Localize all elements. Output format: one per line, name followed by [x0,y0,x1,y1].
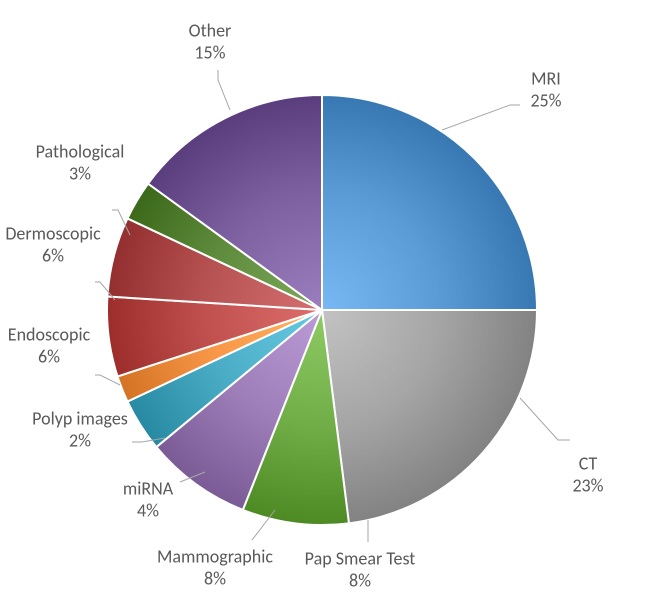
slice-label-name: Polyp images [32,408,128,430]
slice-label-polyp-images: Polyp images2% [32,408,128,451]
slice-label-name: miRNA [123,478,173,500]
slice-label-name: Dermoscopic [5,223,100,245]
slice-label-other: Other15% [189,20,232,63]
leader-line [442,105,520,130]
slice-label-pct: 8% [157,568,273,590]
slice-label-pct: 8% [305,570,416,592]
slice-label-pathological: Pathological3% [36,141,125,184]
slice-label-name: Endoscopic [8,324,90,346]
slice-label-dermoscopic: Dermoscopic6% [5,223,100,266]
slice-label-pct: 23% [572,475,603,497]
slice-label-name: Mammographic [157,546,273,568]
slice-label-pct: 25% [530,90,561,112]
slice-label-pct: 3% [36,163,125,185]
slice-label-name: Pathological [36,141,125,163]
pie-chart: MRI25%CT23%Pap Smear Test8%Mammographic8… [0,0,645,611]
slice-label-mirna: miRNA4% [123,478,173,521]
slice-label-name: MRI [530,68,561,90]
slice-label-mri: MRI25% [530,68,561,111]
leader-line [95,375,120,385]
slice-label-pap-smear-test: Pap Smear Test8% [305,548,416,591]
slice-label-mammographic: Mammographic8% [157,546,273,589]
slice-label-pct: 2% [32,430,128,452]
slice-label-name: Other [189,20,232,42]
leader-line [520,398,570,440]
slice-label-endoscopic: Endoscopic6% [8,324,90,367]
slice-ct [322,310,537,523]
slice-label-name: CT [572,453,603,475]
slice-label-name: Pap Smear Test [305,548,416,570]
leader-line [218,70,230,110]
slice-label-pct: 4% [123,500,173,522]
slice-mri [322,95,537,310]
slice-label-pct: 6% [5,245,100,267]
slice-label-ct: CT23% [572,453,603,496]
slice-label-pct: 6% [8,346,90,368]
slice-label-pct: 15% [189,42,232,64]
